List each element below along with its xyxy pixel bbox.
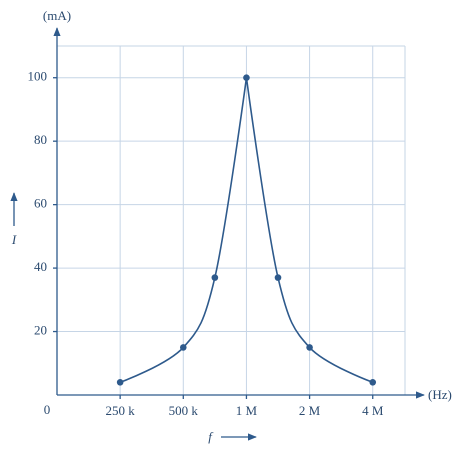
y-tick-label: 20 xyxy=(34,323,47,338)
x-tick-label: 1 M xyxy=(236,403,258,418)
point xyxy=(116,379,124,386)
point xyxy=(306,344,313,351)
origin-label: 0 xyxy=(44,402,51,417)
x-tick-label: 2 M xyxy=(299,403,321,418)
point xyxy=(179,344,187,351)
point xyxy=(369,379,377,386)
x-unit: (Hz) xyxy=(428,387,452,402)
point xyxy=(274,274,282,281)
point xyxy=(243,74,250,82)
y-tick-label: 100 xyxy=(28,69,48,84)
y-tick-label: 60 xyxy=(34,196,47,211)
y-axis-label: I xyxy=(11,232,17,247)
y-tick-label: 40 xyxy=(34,259,47,274)
y-tick-label: 80 xyxy=(34,132,47,147)
x-tick-label: 250 k xyxy=(106,403,136,418)
point xyxy=(211,274,219,281)
y-unit: (mA) xyxy=(43,8,71,23)
x-axis-label: f xyxy=(208,429,214,444)
x-tick-label: 4 M xyxy=(362,403,384,418)
x-tick-label: 500 k xyxy=(169,403,199,418)
